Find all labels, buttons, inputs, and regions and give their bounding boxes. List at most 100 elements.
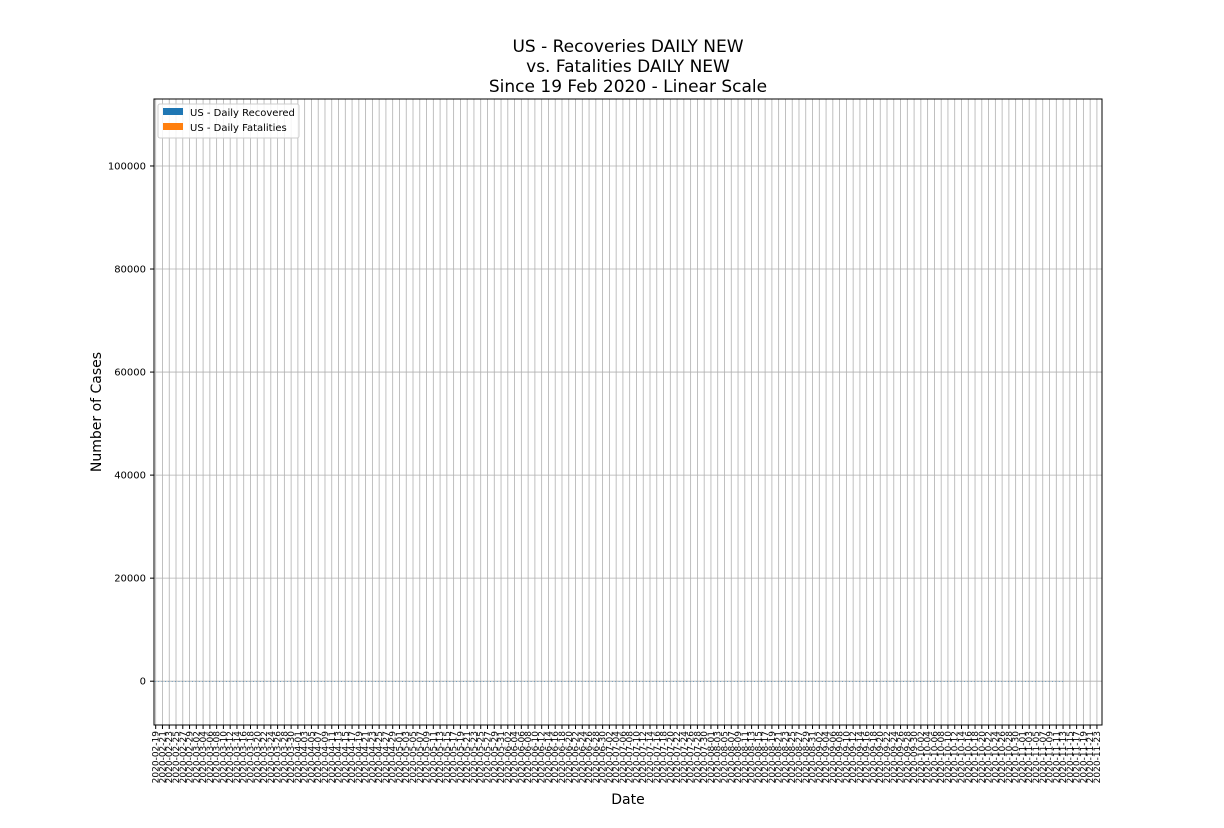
bar-recovered xyxy=(513,681,515,682)
bar-recovered xyxy=(639,681,640,682)
x-tick-label: 2020-05-07 xyxy=(416,731,426,783)
bar-recovered xyxy=(354,681,356,682)
bar-recovered xyxy=(534,681,535,682)
bar-recovered xyxy=(913,681,915,682)
x-tick-label: 2020-05-19 xyxy=(456,731,466,784)
bar-recovered xyxy=(642,681,644,682)
bar-recovered xyxy=(452,681,454,682)
x-tick-label: 2020-11-05 xyxy=(1032,731,1042,783)
bar-recovered xyxy=(1004,681,1006,682)
bar-recovered xyxy=(554,681,556,682)
bar-recovered xyxy=(293,681,295,682)
bar-recovered xyxy=(402,681,403,682)
bar-recovered xyxy=(882,681,884,682)
x-tick-label: 2020-08-11 xyxy=(741,731,751,783)
x-tick-label: 2020-11-11 xyxy=(1052,731,1062,783)
x-tick-label: 2020-07-08 xyxy=(626,731,636,784)
bar-recovered xyxy=(381,681,383,682)
bar-recovered xyxy=(686,681,688,682)
bar-recovered xyxy=(466,681,468,682)
x-tick-label: 2020-10-14 xyxy=(957,731,967,784)
bar-recovered xyxy=(720,681,722,682)
bar-recovered xyxy=(398,681,400,682)
bar-recovered xyxy=(341,681,342,682)
x-tick-label: 2020-06-18 xyxy=(558,731,568,784)
x-tick-label: 2020-07-06 xyxy=(619,731,629,784)
x-tick-label: 2020-08-01 xyxy=(707,731,717,783)
x-tick-label: 2020-06-30 xyxy=(599,731,609,784)
bar-recovered xyxy=(192,681,193,682)
x-tick-label: 2020-05-13 xyxy=(436,731,446,783)
x-tick-label: 2020-02-21 xyxy=(158,731,168,783)
bar-recovered xyxy=(374,681,376,682)
x-tick-label: 2020-09-14 xyxy=(856,731,866,784)
bar-recovered xyxy=(926,681,928,682)
legend-swatch-fatalities xyxy=(163,123,183,130)
bar-recovered xyxy=(828,681,830,682)
bar-recovered xyxy=(933,681,935,682)
bar-recovered xyxy=(909,681,911,682)
bar-recovered xyxy=(713,681,715,682)
bar-recovered xyxy=(628,681,630,682)
x-tick-label: 2020-09-24 xyxy=(890,731,900,784)
bar-recovered xyxy=(730,681,732,682)
y-tick-label: 20000 xyxy=(114,574,146,585)
x-tick-label: 2020-05-09 xyxy=(423,731,433,784)
bar-recovered xyxy=(767,681,769,682)
bar-recovered xyxy=(317,681,319,682)
x-tick-label: 2020-05-15 xyxy=(443,731,453,783)
bar-recovered xyxy=(666,681,667,682)
bar-recovered xyxy=(283,681,285,682)
x-tick-label: 2020-06-20 xyxy=(565,731,575,784)
bar-recovered xyxy=(297,681,298,682)
bar-recovered xyxy=(862,681,864,682)
bar-recovered xyxy=(290,681,292,682)
bar-recovered xyxy=(246,681,248,682)
x-tick-label: 2020-03-04 xyxy=(199,731,209,784)
x-tick-label: 2020-07-18 xyxy=(660,731,670,784)
bar-recovered xyxy=(886,681,888,682)
x-tick-label: 2020-08-19 xyxy=(768,731,778,784)
bar-recovered xyxy=(1048,681,1050,682)
x-tick-label: 2020-04-21 xyxy=(362,731,372,783)
x-tick-label: 2020-03-18 xyxy=(246,731,256,784)
bar-recovered xyxy=(987,681,989,682)
bar-recovered xyxy=(591,681,593,682)
bar-recovered xyxy=(1024,681,1026,682)
x-tick-label: 2020-11-03 xyxy=(1025,731,1035,783)
x-tick-label: 2020-08-21 xyxy=(775,731,785,783)
bar-recovered xyxy=(811,681,813,682)
bar-recovered xyxy=(760,681,762,682)
bar-recovered xyxy=(229,681,231,682)
legend-box xyxy=(157,103,300,139)
bar-recovered xyxy=(716,681,718,682)
bar-recovered xyxy=(818,681,820,682)
bar-recovered xyxy=(435,681,437,682)
bar-recovered xyxy=(195,681,197,682)
bar-recovered xyxy=(493,681,495,682)
x-tick-label: 2020-02-27 xyxy=(179,731,189,783)
x-tick-label: 2020-07-22 xyxy=(673,731,683,783)
bar-recovered xyxy=(798,681,799,682)
x-tick-label: 2020-08-07 xyxy=(727,731,737,783)
bar-recovered xyxy=(889,681,891,682)
bar-recovered xyxy=(815,681,816,682)
bar-recovered xyxy=(503,681,505,682)
x-tick-label: 2020-10-30 xyxy=(1012,731,1022,784)
bar-recovered xyxy=(378,681,380,682)
bar-recovered xyxy=(764,681,766,682)
bar-recovered xyxy=(845,681,847,682)
x-tick-label: 2020-04-27 xyxy=(382,731,392,783)
x-tick-label: 2020-08-27 xyxy=(795,731,805,783)
bar-recovered xyxy=(632,681,634,682)
bar-recovered xyxy=(950,681,952,682)
bar-recovered xyxy=(330,681,332,682)
x-tick-label: 2020-06-08 xyxy=(524,731,534,784)
bar-recovered xyxy=(1041,681,1043,682)
x-tick-label: 2020-05-27 xyxy=(483,731,493,783)
x-tick-label: 2020-06-12 xyxy=(538,731,548,783)
bar-recovered xyxy=(771,681,772,682)
plot-frame xyxy=(153,98,1103,726)
bar-recovered xyxy=(459,681,461,682)
bar-recovered xyxy=(662,681,664,682)
